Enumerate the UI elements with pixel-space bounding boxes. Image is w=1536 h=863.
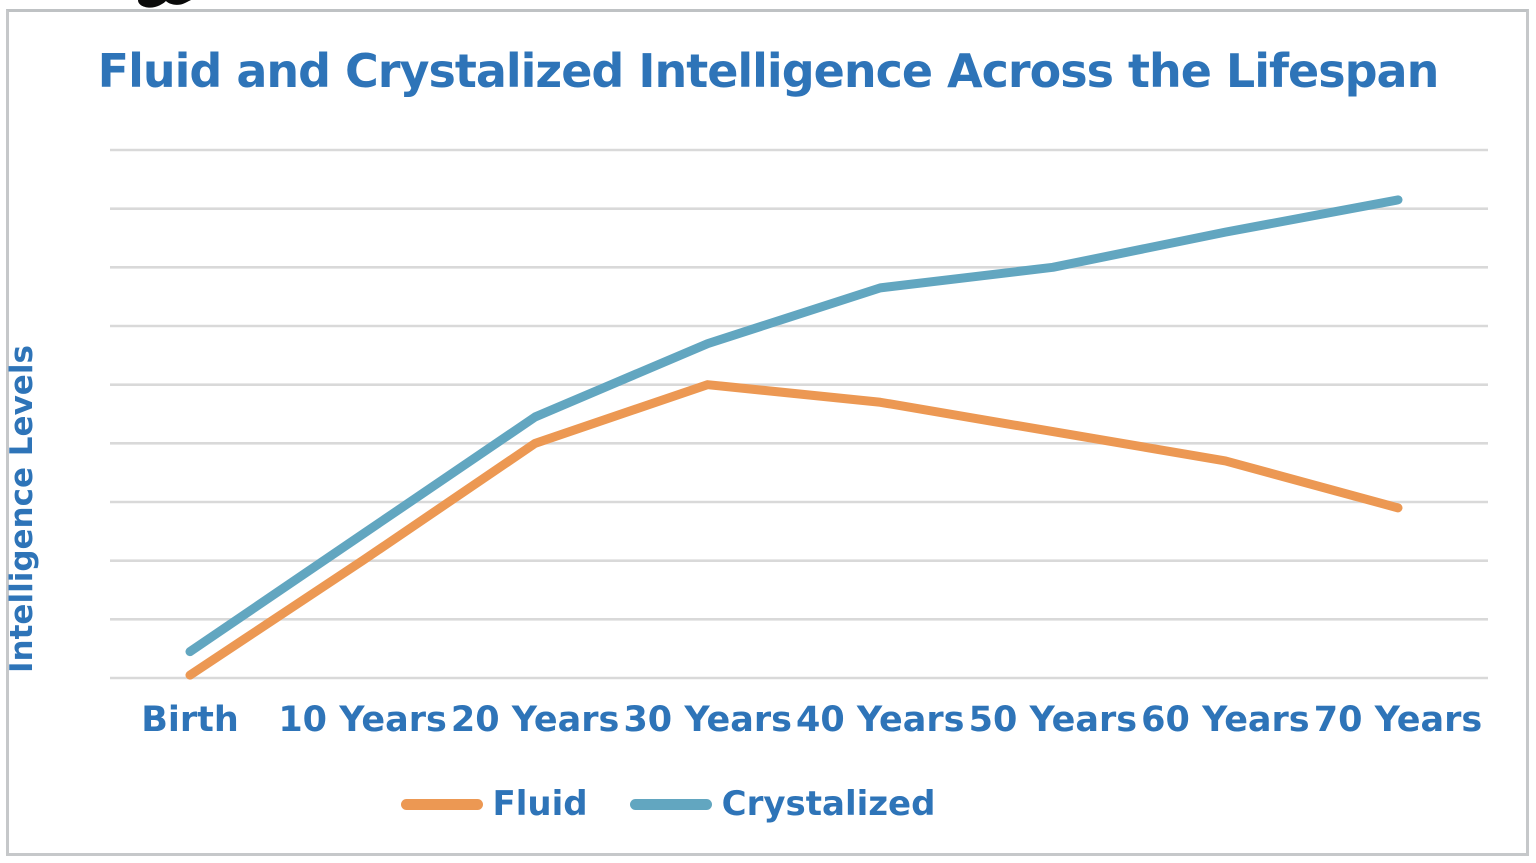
cropped-text-artifact [138, 0, 191, 8]
chart-title: Fluid and Crystalized Intelligence Acros… [97, 44, 1440, 98]
series-line-crystalized [185, 195, 1403, 657]
x-axis-label: 70 Years [1313, 700, 1483, 740]
legend: Fluid Crystalized [0, 784, 1436, 824]
legend-item-fluid: Fluid [400, 784, 588, 824]
legend-item-crystalized: Crystalized [629, 784, 936, 824]
x-axis-label: 60 Years [1141, 700, 1310, 740]
x-axis-label: 40 Years [796, 700, 965, 740]
legend-line-swatch-fluid [400, 798, 483, 810]
x-axis-label: 50 Years [968, 700, 1138, 740]
x-axis-label: 20 Years [450, 700, 620, 740]
legend-label-fluid: Fluid [492, 784, 588, 824]
legend-line-swatch-crystalized [629, 798, 712, 810]
legend-label-crystalized: Crystalized [721, 784, 936, 824]
x-axis-label: Birth [141, 700, 239, 740]
x-axis-label: 10 Years [278, 700, 447, 740]
series-line-fluid [185, 380, 1403, 680]
x-axis-label: 30 Years [623, 700, 792, 740]
